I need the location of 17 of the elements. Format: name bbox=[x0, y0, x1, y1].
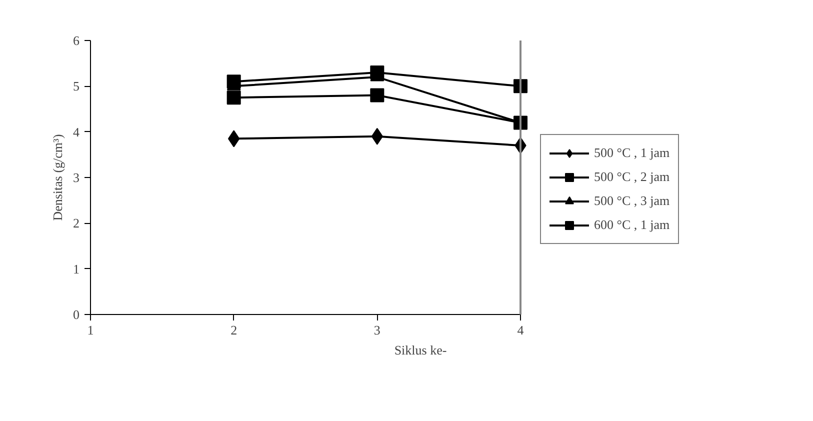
legend-label: 500 °C , 2 jam bbox=[594, 169, 670, 185]
y-tick-label: 4 bbox=[73, 124, 80, 140]
y-tick-label: 5 bbox=[73, 78, 80, 94]
x-tick-label: 2 bbox=[230, 322, 238, 338]
y-tick-label: 1 bbox=[73, 261, 80, 276]
x-tick-label: 4 bbox=[517, 322, 524, 338]
x-axis-title: Siklus ke- bbox=[394, 342, 447, 358]
y-tick-label: 2 bbox=[73, 216, 80, 231]
legend-label: 600 °C , 1 jam bbox=[594, 217, 670, 233]
y-tick-label: 3 bbox=[73, 170, 80, 185]
x-tick-label: 3 bbox=[374, 322, 380, 338]
legend-label: 500 °C , 1 jam bbox=[594, 145, 670, 161]
x-tick-label: 1 bbox=[87, 322, 94, 338]
legend-label: 500 °C , 3 jam bbox=[594, 193, 670, 209]
y-tick-label: 0 bbox=[73, 307, 80, 322]
y-axis-title: Densitas (g/cm³) bbox=[50, 134, 65, 221]
y-tick-label: 6 bbox=[73, 33, 80, 48]
